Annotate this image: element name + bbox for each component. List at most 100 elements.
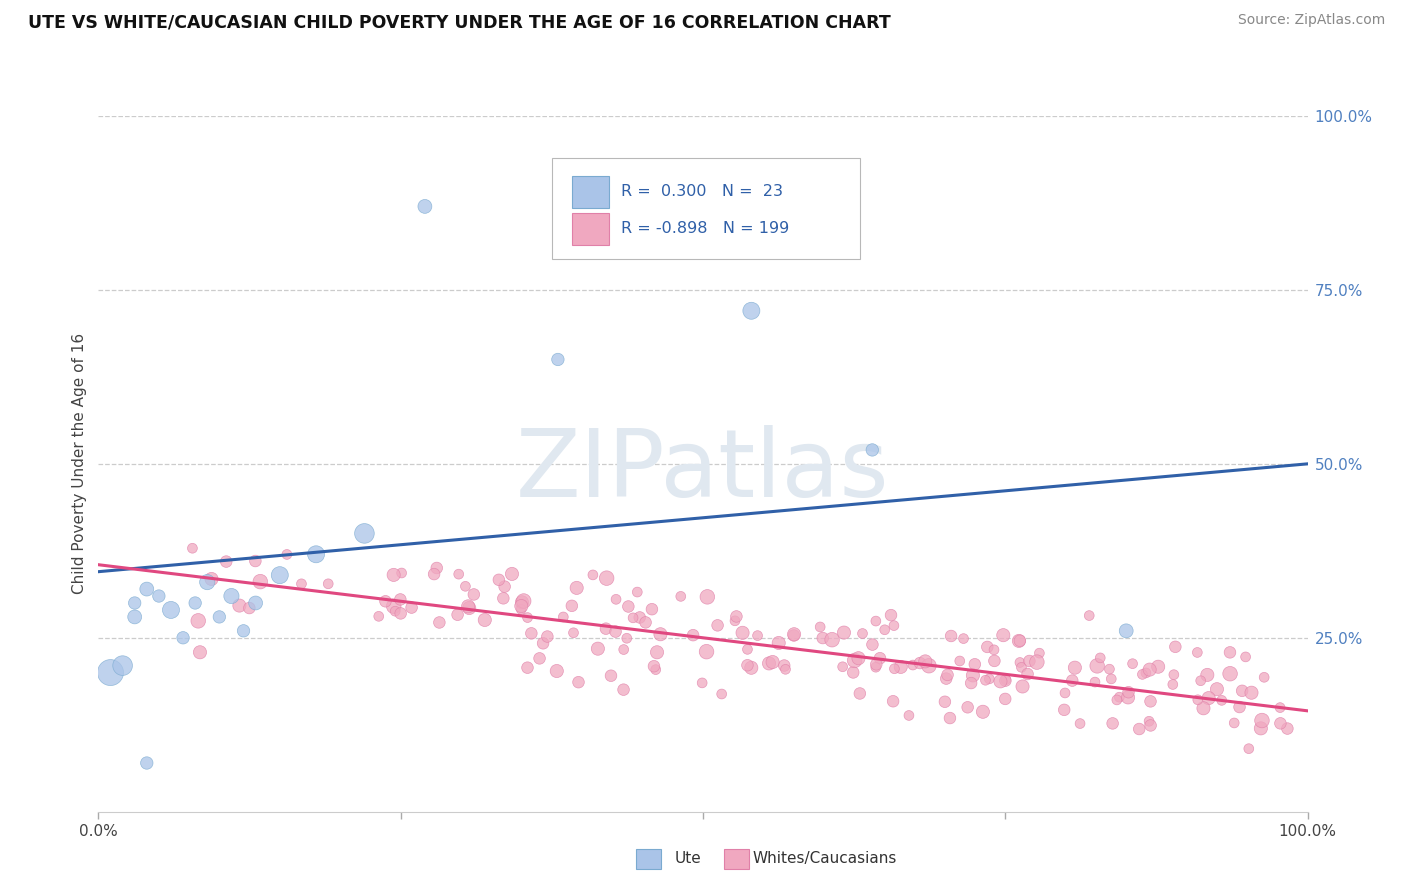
Point [696, 645, 718, 659]
Point [737, 642, 759, 657]
Point [447, 567, 470, 582]
Point [773, 658, 796, 673]
Point [546, 664, 568, 678]
Point [865, 657, 887, 672]
Point [1118, 685, 1140, 699]
Text: Source: ZipAtlas.com: Source: ZipAtlas.com [1237, 13, 1385, 28]
Point [529, 651, 551, 665]
Point [1270, 716, 1292, 731]
Point [148, 589, 170, 603]
Point [1010, 660, 1032, 674]
Point [565, 581, 588, 595]
Point [936, 668, 959, 682]
Point [1219, 666, 1241, 681]
Point [1250, 722, 1272, 736]
Point [595, 622, 617, 636]
Point [135, 756, 157, 770]
Point [990, 674, 1012, 689]
FancyBboxPatch shape [572, 177, 609, 208]
Point [617, 599, 640, 614]
Point [783, 628, 806, 642]
Point [181, 541, 204, 556]
Point [880, 608, 903, 623]
Point [612, 682, 634, 697]
Point [1132, 667, 1154, 681]
Point [634, 615, 657, 630]
Point [1192, 701, 1215, 715]
Point [488, 573, 510, 587]
Point [1069, 716, 1091, 731]
Point [1198, 691, 1220, 706]
Point [737, 658, 759, 673]
Point [520, 626, 543, 640]
Point [600, 669, 623, 683]
Point [586, 641, 609, 656]
Point [908, 656, 931, 670]
Point [1085, 658, 1108, 673]
Point [621, 611, 644, 625]
Point [100, 665, 122, 680]
Point [1090, 651, 1112, 665]
Point [644, 663, 666, 677]
Point [960, 676, 983, 690]
Point [983, 654, 1005, 668]
Point [290, 577, 312, 591]
Point [382, 599, 405, 614]
Point [353, 526, 375, 541]
Point [972, 705, 994, 719]
Point [842, 665, 865, 680]
Point [1253, 670, 1275, 684]
Point [1018, 654, 1040, 668]
Point [696, 590, 718, 604]
Point [188, 645, 211, 659]
Point [1137, 714, 1160, 729]
Point [831, 660, 853, 674]
Point [1223, 715, 1246, 730]
Point [1008, 633, 1031, 648]
Point [1008, 633, 1031, 648]
Point [391, 566, 413, 580]
Point [963, 657, 986, 672]
Point [851, 626, 873, 640]
Point [111, 658, 134, 673]
Point [547, 352, 569, 367]
Point [1008, 656, 1031, 670]
Point [510, 602, 533, 616]
Point [613, 642, 636, 657]
Point [1187, 693, 1209, 707]
Point [935, 672, 957, 686]
Point [616, 632, 638, 646]
Point [949, 654, 972, 668]
Point [762, 655, 785, 669]
Point [1108, 690, 1130, 705]
Point [458, 601, 481, 615]
FancyBboxPatch shape [553, 158, 860, 259]
Point [844, 653, 866, 667]
Point [367, 609, 389, 624]
Text: UTE VS WHITE/CAUCASIAN CHILD POVERTY UNDER THE AGE OF 16 CORRELATION CHART: UTE VS WHITE/CAUCASIAN CHILD POVERTY UND… [28, 13, 891, 31]
Point [605, 624, 627, 639]
Point [994, 673, 1017, 687]
Point [832, 625, 855, 640]
Point [939, 711, 962, 725]
Point [1139, 718, 1161, 732]
Point [890, 660, 912, 674]
Point [200, 572, 222, 586]
Point [775, 662, 797, 676]
Point [516, 661, 538, 675]
Point [1063, 661, 1085, 675]
Point [595, 571, 617, 585]
Point [1101, 716, 1123, 731]
Text: Ute: Ute [675, 851, 702, 865]
Point [758, 657, 780, 671]
Point [1122, 657, 1144, 671]
Point [1211, 693, 1233, 707]
Point [605, 592, 627, 607]
Point [446, 607, 468, 622]
Point [426, 561, 449, 575]
Point [869, 651, 891, 665]
Point [862, 638, 884, 652]
Point [208, 610, 231, 624]
Point [492, 591, 515, 606]
Point [882, 694, 904, 708]
